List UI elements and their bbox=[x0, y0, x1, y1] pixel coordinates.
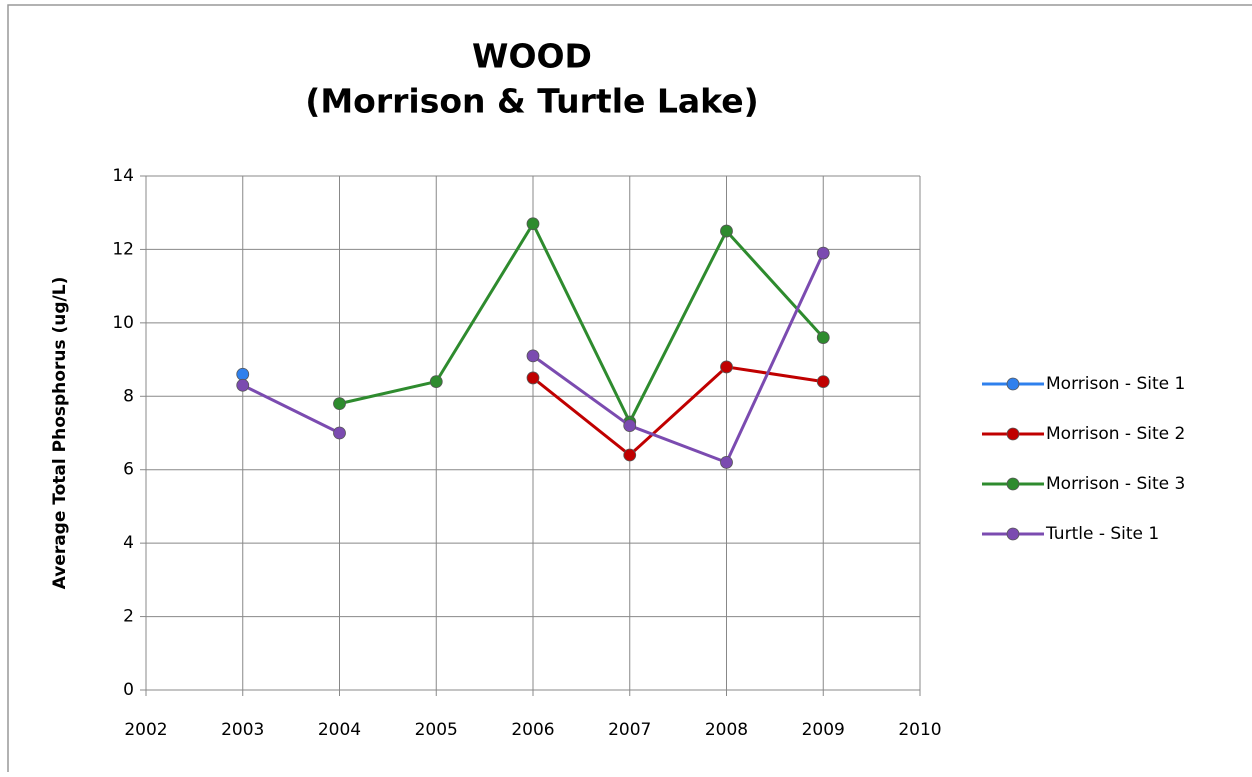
chart-title: (Morrison & Turtle Lake) bbox=[305, 82, 758, 121]
y-axis-label: Average Total Phosphorus (ug/L) bbox=[50, 277, 70, 590]
chart-border bbox=[7, 4, 1252, 772]
x-tick-label: 2004 bbox=[318, 720, 361, 740]
x-tick-label: 2008 bbox=[705, 720, 748, 740]
data-point bbox=[429, 375, 443, 389]
x-tick-label: 2005 bbox=[415, 720, 458, 740]
y-tick-label: 2 bbox=[123, 607, 134, 627]
data-point bbox=[720, 360, 733, 374]
series-line bbox=[532, 252, 825, 465]
y-tick-label: 6 bbox=[123, 460, 134, 480]
chart-title: WOOD bbox=[472, 37, 592, 76]
legend-marker bbox=[1006, 427, 1020, 441]
y-tick-label: 10 bbox=[112, 313, 134, 333]
y-tick-label: 4 bbox=[123, 533, 134, 553]
series-line bbox=[339, 220, 825, 426]
data-point bbox=[623, 419, 637, 433]
data-point bbox=[333, 426, 346, 440]
x-tick-label: 2003 bbox=[221, 720, 264, 740]
x-tick-label: 2006 bbox=[511, 720, 554, 740]
legend-label: Morrison - Site 1 bbox=[1046, 374, 1185, 394]
data-point bbox=[526, 217, 540, 231]
y-tick-label: 8 bbox=[123, 386, 134, 406]
legend-marker bbox=[1006, 527, 1020, 541]
data-point bbox=[816, 331, 830, 344]
data-point bbox=[526, 371, 540, 385]
data-point bbox=[236, 378, 250, 392]
data-point bbox=[720, 455, 733, 469]
data-point bbox=[623, 448, 637, 462]
series-line bbox=[242, 383, 341, 435]
data-point bbox=[236, 367, 250, 381]
data-point bbox=[720, 224, 733, 238]
x-tick-label: 2009 bbox=[802, 720, 845, 740]
y-tick-label: 14 bbox=[112, 166, 134, 186]
y-tick-label: 12 bbox=[112, 239, 134, 259]
y-tick-label: 0 bbox=[123, 680, 134, 700]
series-line bbox=[532, 365, 824, 457]
data-point bbox=[526, 349, 540, 363]
legend-label: Turtle - Site 1 bbox=[1045, 524, 1159, 544]
legend-marker bbox=[1006, 477, 1020, 491]
legend-label: Morrison - Site 3 bbox=[1046, 474, 1185, 494]
data-point bbox=[816, 375, 830, 389]
x-tick-label: 2007 bbox=[608, 720, 651, 740]
data-point bbox=[816, 246, 830, 260]
legend-marker bbox=[1006, 377, 1020, 391]
data-point bbox=[333, 397, 346, 411]
x-tick-label: 2010 bbox=[898, 720, 941, 740]
legend-label: Morrison - Site 2 bbox=[1046, 424, 1185, 444]
x-tick-label: 2002 bbox=[124, 720, 167, 740]
